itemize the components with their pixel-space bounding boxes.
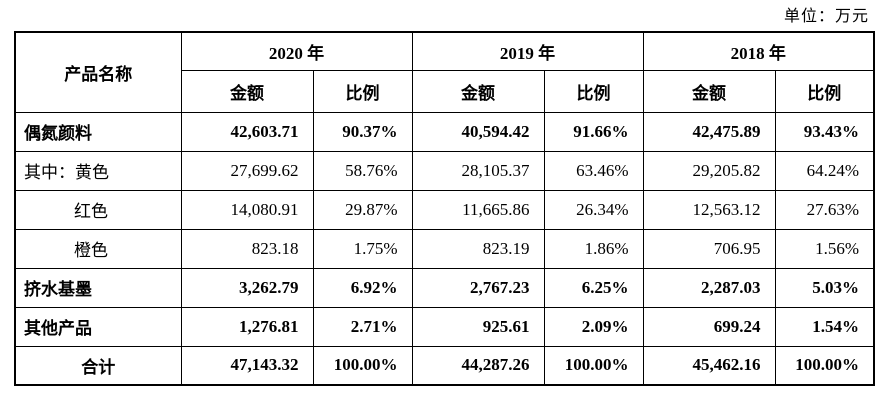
table-cell: 1.86% [543,228,644,269]
row-label: 橙色 [14,228,182,269]
table-cell: 1,276.81 [180,306,314,347]
table-cell: 58.76% [312,150,413,191]
table-cell: 64.24% [774,150,875,191]
table-cell: 27.63% [774,189,875,230]
table-cell: 2,287.03 [642,267,776,308]
table-row-red: 红色 14,080.91 29.87% 11,665.86 26.34% 12,… [14,189,875,230]
table-cell: 2.71% [312,306,413,347]
subheader-ratio-2019: 比例 [543,69,644,113]
table-cell: 29.87% [312,189,413,230]
table-cell: 5.03% [774,267,875,308]
table-row-azo-pigments: 偶氮颜料 42,603.71 90.37% 40,594.42 91.66% 4… [14,111,875,152]
subheader-ratio-2020: 比例 [312,69,413,113]
row-label: 其他产品 [14,306,182,347]
table-cell: 2.09% [543,306,644,347]
product-revenue-table: 产品名称 2020 年 2019 年 2018 年 金额 比例 金额 比例 金额… [14,31,875,386]
subheader-ratio-2018: 比例 [774,69,875,113]
subheader-amount-2019: 金额 [411,69,545,113]
row-label: 挤水基墨 [14,267,182,308]
table-cell: 40,594.42 [411,111,545,152]
table-row-other-products: 其他产品 1,276.81 2.71% 925.61 2.09% 699.24 … [14,306,875,347]
table-cell: 6.25% [543,267,644,308]
table-cell: 42,475.89 [642,111,776,152]
header-sub-row: 金额 比例 金额 比例 金额 比例 [15,69,875,113]
unit-label: 单位：万元 [783,8,869,25]
table-cell: 28,105.37 [411,150,545,191]
table-cell: 14,080.91 [180,189,314,230]
table-cell: 1.54% [774,306,875,347]
table-cell: 1.75% [312,228,413,269]
subheader-amount-2018: 金额 [642,69,776,113]
year-header-2019: 2019 年 [411,31,644,71]
row-label: 合计 [14,345,182,386]
table-cell: 100.00% [774,345,875,386]
table-cell: 1.56% [774,228,875,269]
table-cell: 3,262.79 [180,267,314,308]
subheader-amount-2020: 金额 [180,69,314,113]
table-cell: 93.43% [774,111,875,152]
table-cell: 91.66% [543,111,644,152]
table-cell: 2,767.23 [411,267,545,308]
table-cell: 100.00% [312,345,413,386]
row-label: 其中：黄色 [14,150,182,191]
table-cell: 100.00% [543,345,644,386]
table-cell: 63.46% [543,150,644,191]
table-cell: 26.34% [543,189,644,230]
row-label: 偶氮颜料 [14,111,182,152]
table-cell: 45,462.16 [642,345,776,386]
table-cell: 12,563.12 [642,189,776,230]
table-cell: 823.19 [411,228,545,269]
table-row-orange: 橙色 823.18 1.75% 823.19 1.86% 706.95 1.56… [14,228,875,269]
table-cell: 44,287.26 [411,345,545,386]
table-cell: 47,143.32 [180,345,314,386]
table-cell: 925.61 [411,306,545,347]
table-cell: 706.95 [642,228,776,269]
table-cell: 27,699.62 [180,150,314,191]
table-cell: 90.37% [312,111,413,152]
header-year-row: 产品名称 2020 年 2019 年 2018 年 [14,31,875,113]
table-cell: 29,205.82 [642,150,776,191]
table-row-water-based-ink: 挤水基墨 3,262.79 6.92% 2,767.23 6.25% 2,287… [14,267,875,308]
table-cell: 699.24 [642,306,776,347]
table-cell: 6.92% [312,267,413,308]
table-cell: 823.18 [180,228,314,269]
table-row-total: 合计 47,143.32 100.00% 44,287.26 100.00% 4… [14,345,875,386]
column-header-product-name: 产品名称 [14,31,182,113]
table-cell: 11,665.86 [411,189,545,230]
year-header-2018: 2018 年 [642,31,875,71]
table-row-yellow: 其中：黄色 27,699.62 58.76% 28,105.37 63.46% … [14,150,875,191]
row-label: 红色 [14,189,182,230]
year-header-2020: 2020 年 [180,31,413,71]
table-cell: 42,603.71 [180,111,314,152]
